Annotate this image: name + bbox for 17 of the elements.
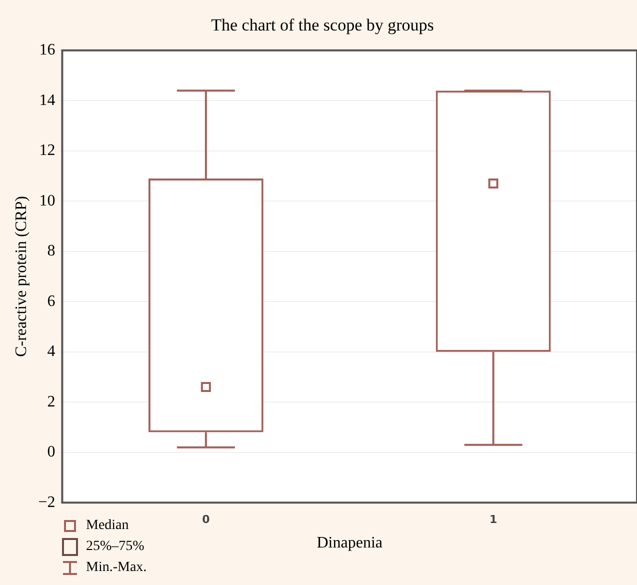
x-tick-label: 1	[489, 513, 498, 526]
y-tick-label: 0	[47, 444, 56, 461]
text: Min.-Max.	[86, 559, 147, 577]
y-tick-label: 2	[47, 393, 56, 410]
y-tick-label: 4	[47, 343, 56, 360]
x-axis-title: Dinapenia	[316, 534, 382, 552]
y-tick-label: 8	[47, 242, 56, 260]
y-tick-label: 12	[39, 142, 56, 160]
y-tick-label: −2	[38, 494, 56, 511]
text: 25%–75%	[86, 538, 144, 556]
y-tick-label: 16	[39, 42, 56, 59]
y-tick-label: 14	[39, 92, 56, 109]
chart-title: The chart of the scope by groups	[211, 16, 434, 35]
y-tick-label: 6	[47, 292, 56, 310]
text: Median	[86, 517, 129, 535]
y-axis-title: C-reactive protein (CRP)	[12, 196, 30, 357]
y-tick-label: 10	[39, 192, 56, 210]
